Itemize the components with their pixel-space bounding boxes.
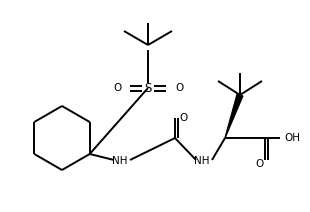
Text: NH: NH (112, 156, 128, 166)
Text: O: O (180, 113, 188, 123)
Polygon shape (225, 94, 243, 138)
Text: O: O (255, 159, 263, 169)
Text: S: S (144, 81, 152, 95)
Text: NH: NH (194, 156, 210, 166)
Text: OH: OH (284, 133, 300, 143)
Text: O: O (175, 83, 183, 93)
Text: O: O (113, 83, 121, 93)
